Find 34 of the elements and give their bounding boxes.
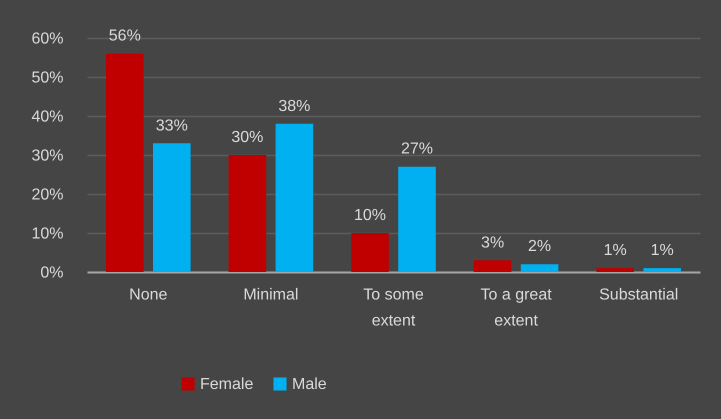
x-tick-label: Substantial [599,286,678,304]
y-tick-label: 30% [31,148,64,164]
bar [153,143,191,272]
bar [643,268,681,272]
data-label: 56% [108,28,141,45]
y-tick-label: 20% [31,186,64,204]
data-label: 33% [156,117,188,134]
data-label: 27% [400,140,434,158]
bar [474,260,512,272]
data-label: 30% [231,129,264,146]
data-label: 1% [604,242,627,260]
y-tick-label: 40% [31,108,64,126]
y-tick-label: 10% [31,226,64,242]
bar [520,264,558,272]
data-label: 3% [481,234,504,252]
x-tick-label: To a great extent [480,286,552,330]
bar [276,124,314,272]
y-tick-label: 50% [31,70,64,86]
legend-label: Male [292,376,327,393]
data-label: 10% [354,207,386,224]
y-tick-label: 0% [40,264,64,282]
y-tick-label: 60% [31,30,64,48]
bar [351,233,389,272]
x-tick-label: Minimal [243,286,298,304]
legend-label: Female [200,376,254,393]
bar [106,54,144,272]
data-label: 1% [650,242,674,260]
bar [596,268,634,272]
x-tick-label: None [129,286,168,304]
x-tick-label: To some extent [363,286,424,330]
bar [398,166,436,272]
data-label: 2% [528,238,552,256]
bar [228,155,266,272]
data-label: 38% [278,98,310,115]
